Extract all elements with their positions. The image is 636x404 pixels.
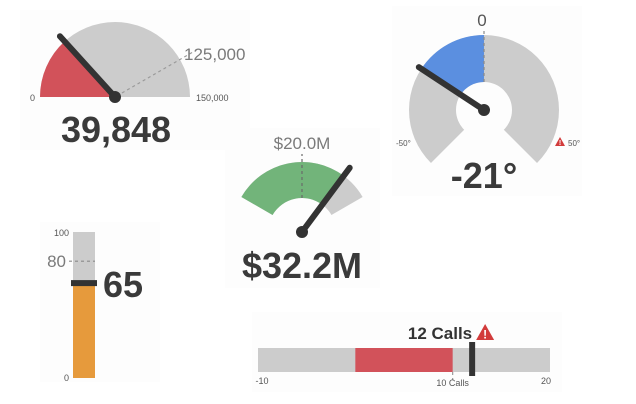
- gauge-count-chart: 0 150,000 125,000 39,848: [30, 22, 245, 150]
- target-dash-line: [121, 51, 194, 94]
- target-label: $20.0M: [274, 134, 331, 153]
- gauge-needle: [415, 64, 487, 113]
- value-label: $32.2M: [242, 245, 362, 286]
- value-label: 65: [103, 264, 143, 305]
- alert-icon: !: [555, 137, 565, 147]
- max-tick-label: 100: [54, 228, 69, 238]
- min-tick-label: 0: [30, 93, 35, 103]
- max-tick-label: 150,000: [196, 93, 229, 103]
- needle-hub: [109, 91, 121, 103]
- gauge-fill: [40, 41, 115, 97]
- needle-hub: [478, 104, 490, 116]
- bullet-fill: [73, 283, 95, 378]
- gauge-temperature-panel: 0 -50° ! 50° -21°: [392, 6, 582, 196]
- min-tick-label: -50°: [396, 139, 411, 148]
- gauge-needle: [299, 164, 353, 235]
- value-marker: [71, 280, 97, 287]
- reference-label: 0: [477, 11, 486, 30]
- bullet-vertical-panel: 100 0 80 65: [40, 222, 160, 383]
- gauge-count-panel: 0 150,000 125,000 39,848: [20, 10, 250, 150]
- gauge-needle: [56, 33, 118, 100]
- alert-icon: !: [476, 324, 495, 342]
- min-tick-label: 0: [64, 373, 69, 383]
- target-label: 80: [47, 252, 66, 271]
- gauge-temperature-chart: 0 -50° ! 50° -21°: [396, 11, 580, 196]
- bullet-vertical-chart: 100 0 80 65: [47, 228, 143, 383]
- svg-text:!: !: [483, 328, 487, 342]
- value-marker: [469, 342, 476, 376]
- gauge-fill: [421, 35, 484, 95]
- max-tick-label: 50°: [568, 139, 580, 148]
- bullet-band: [355, 348, 453, 372]
- target-label: 125,000: [184, 45, 245, 64]
- max-tick-label: 20: [541, 376, 551, 386]
- value-label: -21°: [451, 155, 517, 196]
- bullet-horizontal-panel: -10 20 10 Calls 12 Calls !: [252, 312, 562, 392]
- target-label: 10 Calls: [436, 378, 469, 388]
- value-label: 39,848: [61, 109, 171, 150]
- value-label: 12 Calls: [408, 324, 472, 343]
- needle-hub: [296, 226, 308, 238]
- gauge-revenue-panel: $20.0M $32.2M: [225, 128, 380, 288]
- bullet-horizontal-chart: -10 20 10 Calls 12 Calls !: [255, 324, 551, 388]
- min-tick-label: -10: [255, 376, 268, 386]
- svg-text:!: !: [559, 140, 561, 147]
- gauge-fill: [241, 162, 344, 215]
- gauge-revenue-chart: $20.0M $32.2M: [241, 134, 363, 286]
